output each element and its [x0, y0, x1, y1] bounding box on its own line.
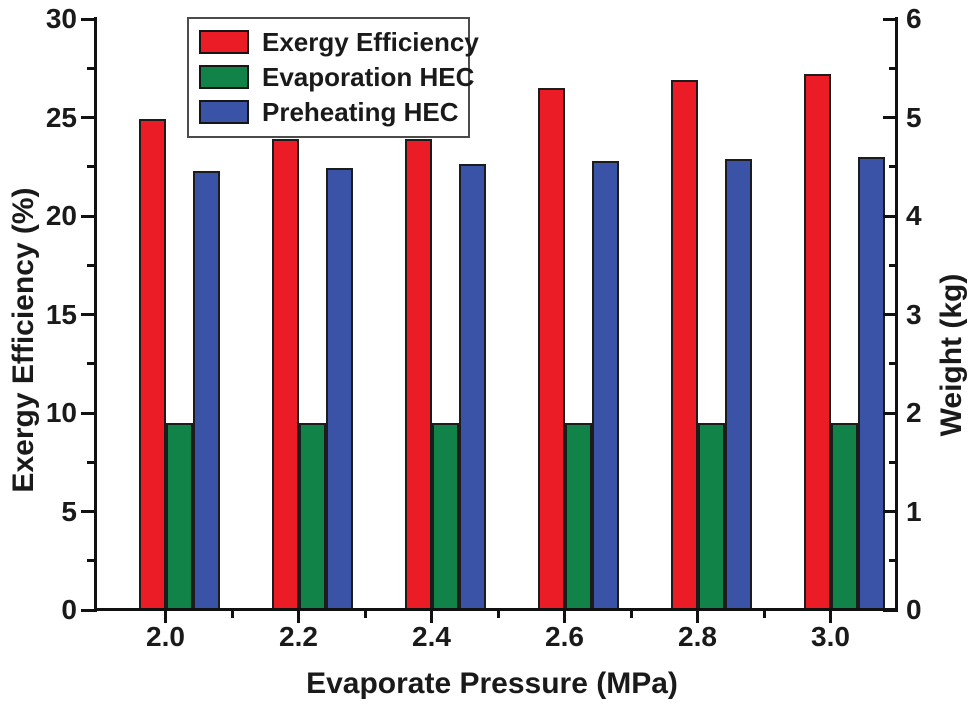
y-left-tick-label: 0 — [61, 594, 77, 625]
bar-evaporation-hec-2.6 — [564, 422, 592, 611]
y-axis-title-left: Exergy Efficiency (%) — [7, 187, 40, 493]
bar-preheating-hec-2.0 — [192, 170, 220, 611]
y-left-minor-tick — [87, 165, 94, 169]
y-right-tick-label: 5 — [906, 101, 922, 133]
legend-swatch-preheating-hec — [199, 100, 249, 124]
legend: Exergy Efficiency Evaporation HEC Prehea… — [187, 17, 479, 138]
y-left-minor-tick — [87, 460, 94, 464]
y-left-tick-label: 10 — [45, 397, 77, 428]
y-left-tick-label: 5 — [61, 495, 77, 527]
bar-exergy-efficiency-2.8 — [670, 80, 698, 611]
y-right-tick-label: 1 — [906, 495, 922, 527]
y-left-major-tick — [81, 214, 94, 218]
x-axis-title: Evaporate Pressure (MPa) — [306, 667, 678, 700]
bar-exergy-efficiency-3.0 — [803, 74, 831, 611]
y-right-minor-tick — [889, 559, 895, 563]
y-left-minor-tick — [87, 263, 94, 267]
y-right-major-tick — [883, 411, 895, 415]
y-right-tick-label: 4 — [906, 200, 922, 231]
bar-exergy-efficiency-2.2 — [271, 139, 299, 611]
bar-preheating-hec-2.6 — [591, 160, 619, 611]
x-minor-tick — [496, 610, 500, 618]
legend-item-evaporation-hec: Evaporation HEC — [199, 62, 474, 92]
y-right-tick-label: 3 — [906, 298, 922, 330]
y-left-tick-label: 15 — [45, 298, 77, 330]
y-right-major-tick — [883, 510, 895, 513]
bar-preheating-hec-3.0 — [857, 156, 885, 611]
x-major-tick — [696, 610, 699, 623]
x-major-tick — [430, 610, 433, 623]
legend-label: Preheating HEC — [262, 97, 459, 127]
y-left-major-tick — [81, 313, 94, 316]
y-right-minor-tick — [889, 362, 895, 366]
bar-preheating-hec-2.8 — [724, 158, 752, 611]
x-tick-label: 3.0 — [811, 621, 850, 652]
y-right-major-tick — [883, 116, 895, 119]
x-minor-tick — [762, 610, 766, 618]
y-right-major-tick — [883, 608, 895, 612]
x-tick-label: 2.0 — [146, 621, 185, 652]
x-major-tick — [563, 610, 566, 623]
bar-exergy-efficiency-2.4 — [404, 139, 432, 611]
bar-preheating-hec-2.4 — [458, 163, 486, 611]
y-left-major-tick — [81, 411, 94, 415]
y-right-major-tick — [883, 313, 895, 316]
bar-evaporation-hec-3.0 — [830, 422, 858, 611]
bar-exergy-efficiency-2.6 — [537, 87, 565, 611]
x-major-tick — [829, 610, 832, 623]
y-right-minor-tick — [889, 165, 895, 169]
legend-item-exergy-efficiency: Exergy Efficiency — [199, 27, 479, 57]
y-axis-left — [94, 17, 97, 612]
x-minor-tick — [629, 610, 633, 618]
x-tick-label: 2.6 — [545, 621, 584, 652]
x-major-tick — [297, 610, 300, 623]
legend-swatch-evaporation-hec — [199, 65, 249, 89]
y-left-major-tick — [81, 116, 94, 119]
x-tick-label: 2.2 — [279, 621, 318, 652]
x-tick-label: 2.8 — [678, 621, 717, 652]
legend-item-preheating-hec: Preheating HEC — [199, 97, 459, 127]
legend-swatch-exergy-efficiency — [199, 30, 249, 54]
bar-evaporation-hec-2.8 — [697, 422, 725, 611]
x-minor-tick — [230, 610, 234, 618]
y-left-tick-label: 30 — [45, 3, 77, 34]
x-axis — [94, 607, 898, 611]
legend-label: Exergy Efficiency — [262, 27, 479, 57]
bar-evaporation-hec-2.4 — [431, 422, 459, 611]
y-left-minor-tick — [87, 66, 94, 70]
x-tick-label: 2.4 — [412, 621, 451, 652]
x-minor-tick — [363, 610, 367, 618]
y-right-minor-tick — [889, 460, 895, 464]
bar-evaporation-hec-2.0 — [165, 422, 193, 611]
y-left-tick-label: 20 — [45, 200, 77, 231]
y-axis-right — [895, 17, 898, 612]
y-left-minor-tick — [87, 362, 94, 366]
y-right-minor-tick — [889, 66, 895, 70]
bar-preheating-hec-2.2 — [325, 167, 353, 611]
y-right-major-tick — [883, 17, 895, 21]
y-right-tick-label: 0 — [906, 594, 922, 625]
y-right-tick-label: 6 — [906, 3, 922, 34]
y-right-tick-label: 2 — [906, 397, 922, 428]
y-axis-title-right: Weight (kg) — [935, 273, 968, 437]
y-right-major-tick — [883, 214, 895, 218]
legend-label: Evaporation HEC — [262, 62, 475, 92]
y-left-major-tick — [81, 17, 94, 21]
y-left-major-tick — [81, 510, 94, 513]
bar-evaporation-hec-2.2 — [298, 422, 326, 611]
x-major-tick — [164, 610, 167, 623]
y-left-major-tick — [81, 608, 94, 612]
bar-exergy-efficiency-2.0 — [138, 119, 166, 611]
y-right-minor-tick — [889, 263, 895, 267]
y-left-tick-label: 25 — [45, 101, 77, 133]
y-left-minor-tick — [87, 559, 94, 563]
